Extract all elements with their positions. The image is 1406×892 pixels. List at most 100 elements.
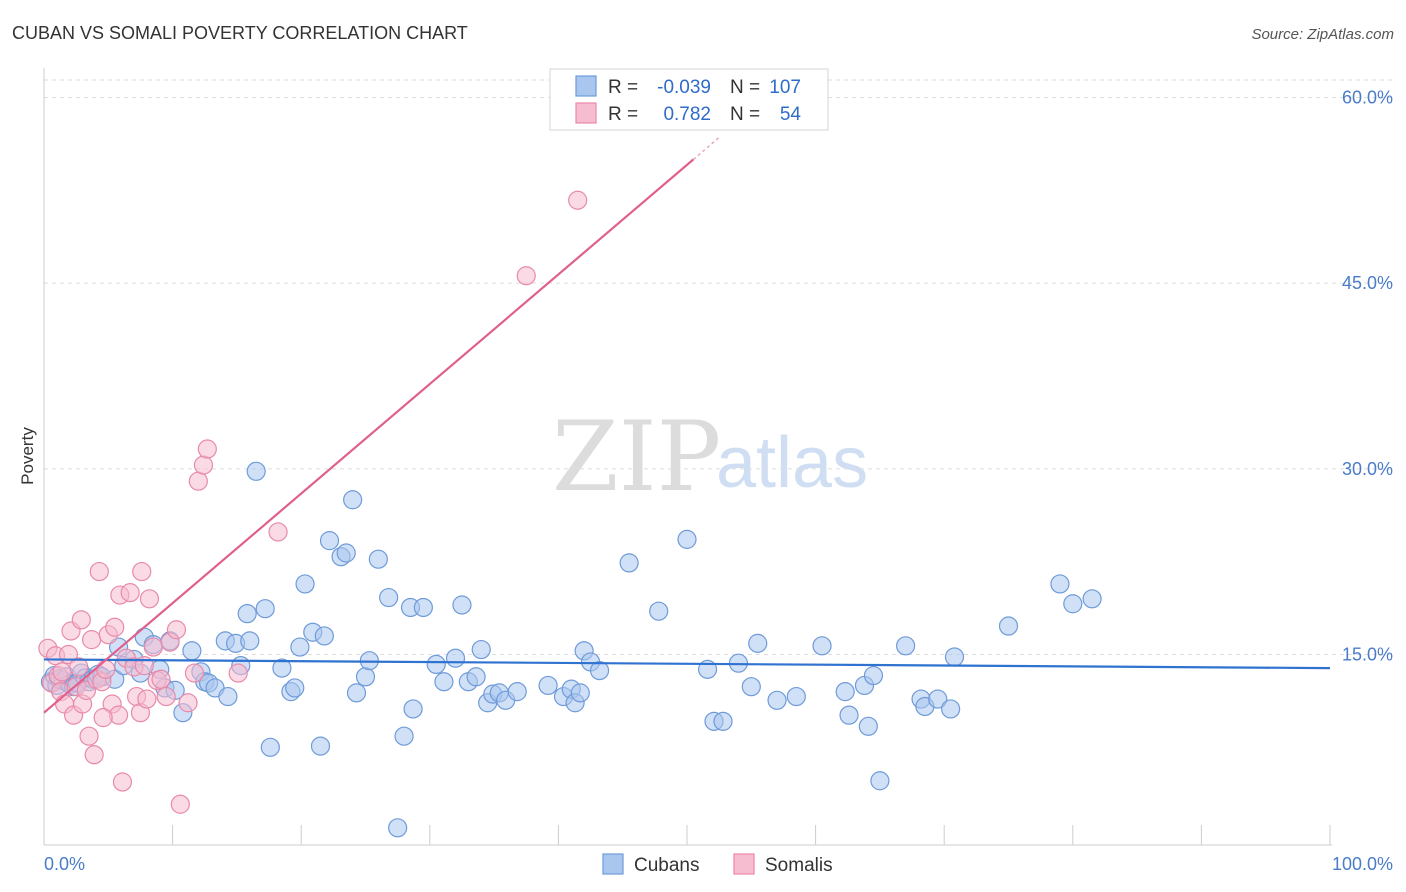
data-point-cubans	[260, 737, 280, 757]
data-point-somalis	[568, 190, 588, 210]
data-point-somalis	[170, 794, 190, 814]
data-point-somalis	[84, 745, 104, 765]
data-point-cubans	[858, 716, 878, 736]
data-point-cubans	[434, 672, 454, 692]
trend-line-somalis-extension	[692, 136, 720, 160]
legend-n-label-cubans: N =	[730, 77, 760, 98]
data-point-somalis	[228, 663, 248, 683]
data-point-cubans	[677, 529, 697, 549]
tick-labels: 15.0% 30.0% 45.0% 60.0% 0.0% 100.0%	[44, 88, 1393, 875]
data-point-cubans	[1063, 594, 1083, 614]
legend-n-label-somalis: N =	[730, 104, 760, 125]
data-point-cubans	[218, 686, 238, 707]
legend-r-label-cubans: R =	[608, 77, 638, 98]
legend-swatch-somalis	[575, 102, 597, 124]
data-point-cubans	[388, 818, 408, 838]
data-point-cubans	[570, 683, 590, 703]
x-tick-label: 0.0%	[44, 854, 85, 874]
data-point-somalis	[184, 663, 205, 683]
data-point-cubans	[285, 678, 305, 698]
data-point-cubans	[835, 682, 855, 702]
data-point-somalis	[71, 610, 91, 630]
data-point-cubans	[812, 636, 832, 656]
data-point-cubans	[426, 654, 446, 675]
legend-n-value-cubans: 107	[769, 77, 801, 98]
y-tick-label: 30.0%	[1342, 459, 1393, 479]
data-point-cubans	[403, 699, 423, 719]
bottom-legend-swatch-somalis	[733, 853, 755, 875]
data-point-somalis	[516, 266, 536, 286]
data-point-somalis	[96, 659, 116, 679]
bottom-legend-label-somalis: Somalis	[765, 855, 833, 876]
data-point-cubans	[471, 639, 491, 660]
data-point-somalis	[89, 561, 109, 582]
data-point-cubans	[314, 626, 334, 646]
data-point-somalis	[137, 689, 157, 709]
bottom-legend-label-cubans: Cubans	[634, 855, 700, 876]
data-point-cubans	[507, 682, 527, 702]
data-point-cubans	[1050, 574, 1070, 594]
legend-r-label-somalis: R =	[608, 104, 638, 125]
watermark-zip: ZIP	[552, 401, 721, 513]
data-point-cubans	[452, 595, 472, 615]
data-point-somalis	[151, 669, 171, 689]
data-point-cubans	[619, 553, 639, 573]
data-point-cubans	[941, 699, 961, 719]
y-tick-label: 45.0%	[1342, 273, 1393, 293]
data-point-cubans	[928, 689, 948, 709]
watermark: ZIP atlas	[552, 401, 868, 513]
data-point-somalis	[156, 686, 176, 707]
y-axis-label: Poverty	[18, 427, 37, 485]
data-point-cubans	[413, 597, 433, 618]
chart-title: CUBAN VS SOMALI POVERTY CORRELATION CHAR…	[12, 23, 468, 43]
data-point-cubans	[589, 660, 610, 681]
data-point-somalis	[178, 693, 198, 713]
trend-line-cubans	[43, 658, 1331, 670]
data-point-somalis	[52, 662, 72, 682]
data-point-cubans	[295, 574, 315, 594]
chart-source: Source: ZipAtlas.com	[1251, 26, 1394, 43]
trend-lines	[43, 136, 1331, 714]
data-point-cubans	[741, 677, 761, 697]
data-point-somalis	[132, 561, 152, 582]
data-point-cubans	[944, 647, 965, 667]
trend-line-somalis	[43, 158, 695, 714]
data-point-somalis	[268, 522, 288, 542]
data-point-cubans	[767, 690, 787, 710]
data-point-cubans	[319, 531, 340, 551]
data-point-cubans	[336, 543, 356, 563]
data-point-somalis	[120, 583, 140, 603]
legend-r-value-cubans: -0.039	[657, 77, 711, 98]
bottom-legend-swatch-cubans	[602, 853, 624, 875]
data-point-cubans	[998, 616, 1019, 636]
x-tick-label: 100.0%	[1332, 854, 1393, 874]
data-point-cubans	[310, 736, 331, 756]
data-point-cubans	[748, 633, 768, 653]
data-point-somalis	[139, 589, 160, 609]
data-point-cubans	[786, 686, 806, 707]
data-point-somalis	[143, 637, 163, 657]
bottom-legend: Cubans Somalis	[602, 853, 833, 876]
data-point-cubans	[343, 490, 363, 510]
data-point-cubans	[445, 648, 466, 668]
legend-swatch-cubans	[575, 75, 597, 97]
series-cubans-points	[40, 461, 1102, 838]
data-point-somalis	[79, 726, 99, 746]
data-point-cubans	[182, 641, 202, 661]
data-point-cubans	[246, 461, 266, 481]
data-point-cubans	[394, 726, 414, 746]
data-point-cubans	[379, 587, 399, 608]
data-point-cubans	[1082, 589, 1102, 609]
data-point-somalis	[197, 439, 217, 459]
data-point-somalis	[166, 620, 187, 640]
watermark-atlas: atlas	[716, 423, 868, 503]
data-point-cubans	[896, 636, 916, 656]
data-point-somalis	[93, 708, 113, 728]
data-point-cubans	[466, 667, 486, 687]
legend-r-value-somalis: 0.782	[663, 104, 711, 125]
data-point-somalis	[112, 772, 133, 792]
data-point-cubans	[863, 665, 884, 686]
data-point-somalis	[105, 617, 125, 637]
y-tick-label: 60.0%	[1342, 88, 1393, 108]
